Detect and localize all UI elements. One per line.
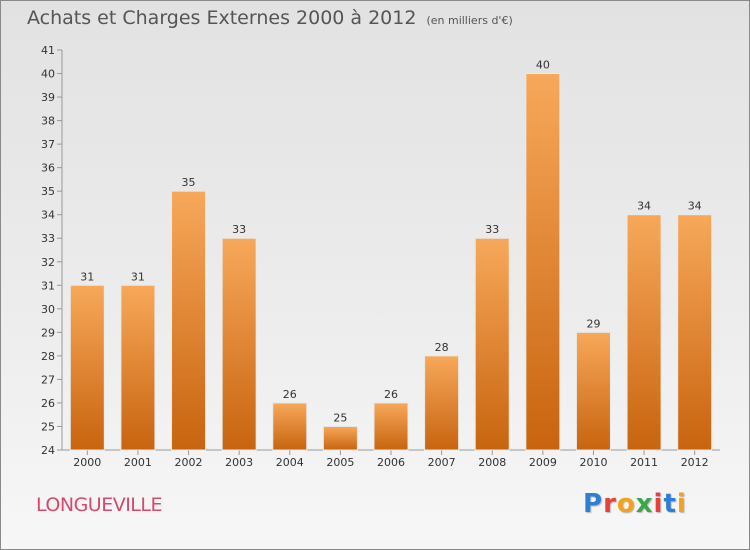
logo-letter: x: [635, 489, 654, 519]
y-tick-label: 41: [41, 44, 55, 57]
bar-value-label: 33: [485, 223, 499, 236]
bar-value-label: 34: [637, 200, 651, 213]
logo-letter: i: [653, 489, 664, 519]
bar-value-label: 26: [384, 388, 398, 401]
x-tick-label: 2007: [428, 456, 456, 469]
bar-value-label: 26: [283, 388, 297, 401]
y-tick-label: 33: [41, 232, 55, 245]
y-tick-label: 29: [41, 326, 55, 339]
bar-2007: [424, 355, 460, 451]
bar-value-label: 31: [131, 270, 145, 283]
bar-value-label: 28: [435, 341, 449, 354]
bars-group: 31 31 35 33 26 25 26 28 33 40 29 34 34: [69, 59, 713, 451]
bar-value-label: 40: [536, 59, 550, 72]
y-tick-label: 34: [41, 209, 55, 222]
bar-value-label: 25: [333, 411, 347, 424]
y-tick-label: 28: [41, 350, 55, 363]
bar-2004: [272, 402, 308, 451]
y-tick-label: 32: [41, 256, 55, 269]
bar-value-label: 34: [688, 200, 702, 213]
x-tick-label: 2010: [579, 456, 607, 469]
x-tick-label: 2004: [276, 456, 304, 469]
bar-value-label: 31: [80, 270, 94, 283]
y-tick-label: 27: [41, 373, 55, 386]
proxiti-logo: Proxiti: [583, 489, 687, 519]
bar-2000: [69, 284, 105, 451]
x-tick-label: 2003: [225, 456, 253, 469]
x-tick-label: 2006: [377, 456, 405, 469]
chart-title-text: Achats et Charges Externes 2000 à 2012: [27, 7, 417, 29]
bar-2011: [626, 214, 662, 451]
x-tick-label: 2011: [630, 456, 658, 469]
bar-2002: [171, 190, 207, 451]
bar-value-label: 29: [586, 317, 600, 330]
y-tick-label: 31: [41, 279, 55, 292]
logo-letter: t: [663, 489, 677, 519]
x-tick-label: 2009: [529, 456, 557, 469]
bar-2010: [575, 331, 611, 451]
y-tick-label: 24: [41, 444, 55, 457]
bar-2005: [322, 425, 358, 451]
y-axis: 24 25 26 27 28 29 30 31 32 33 34 35 36 37 38 39 40 41: [41, 44, 63, 457]
y-tick-label: 36: [41, 162, 55, 175]
y-tick-label: 30: [41, 303, 55, 316]
bar-2008: [474, 237, 510, 451]
x-tick-label: 2005: [326, 456, 354, 469]
commune-name: LONGUEVILLE: [36, 494, 163, 516]
bar-2006: [373, 402, 409, 451]
x-tick-label: 2001: [124, 456, 152, 469]
bar-value-label: 33: [232, 223, 246, 236]
logo-letter: i: [676, 489, 687, 519]
logo-letter: P: [583, 489, 604, 519]
bar-2001: [120, 284, 156, 451]
bar-value-label: 35: [182, 176, 196, 189]
x-tick-label: 2000: [73, 456, 101, 469]
logo-letter: r: [603, 489, 617, 519]
y-tick-label: 37: [41, 138, 55, 151]
y-tick-label: 25: [41, 420, 55, 433]
y-tick-label: 35: [41, 185, 55, 198]
bar-2009: [525, 73, 561, 451]
chart-title: Achats et Charges Externes 2000 à 2012 (e…: [27, 7, 513, 29]
y-tick-label: 26: [41, 397, 55, 410]
y-tick-label: 40: [41, 68, 55, 81]
y-tick-label: 39: [41, 91, 55, 104]
chart-subtitle: (en milliers d'€): [426, 14, 513, 27]
y-tick-label: 38: [41, 115, 55, 128]
x-tick-label: 2012: [681, 456, 709, 469]
x-axis: 2000 2001 2002 2003 2004 2005 2006 2007 2008 2009…: [62, 449, 720, 469]
bar-2012: [677, 214, 713, 451]
logo-letter: o: [616, 489, 636, 519]
x-tick-label: 2002: [175, 456, 203, 469]
x-tick-label: 2008: [478, 456, 506, 469]
bar-2003: [221, 237, 257, 451]
